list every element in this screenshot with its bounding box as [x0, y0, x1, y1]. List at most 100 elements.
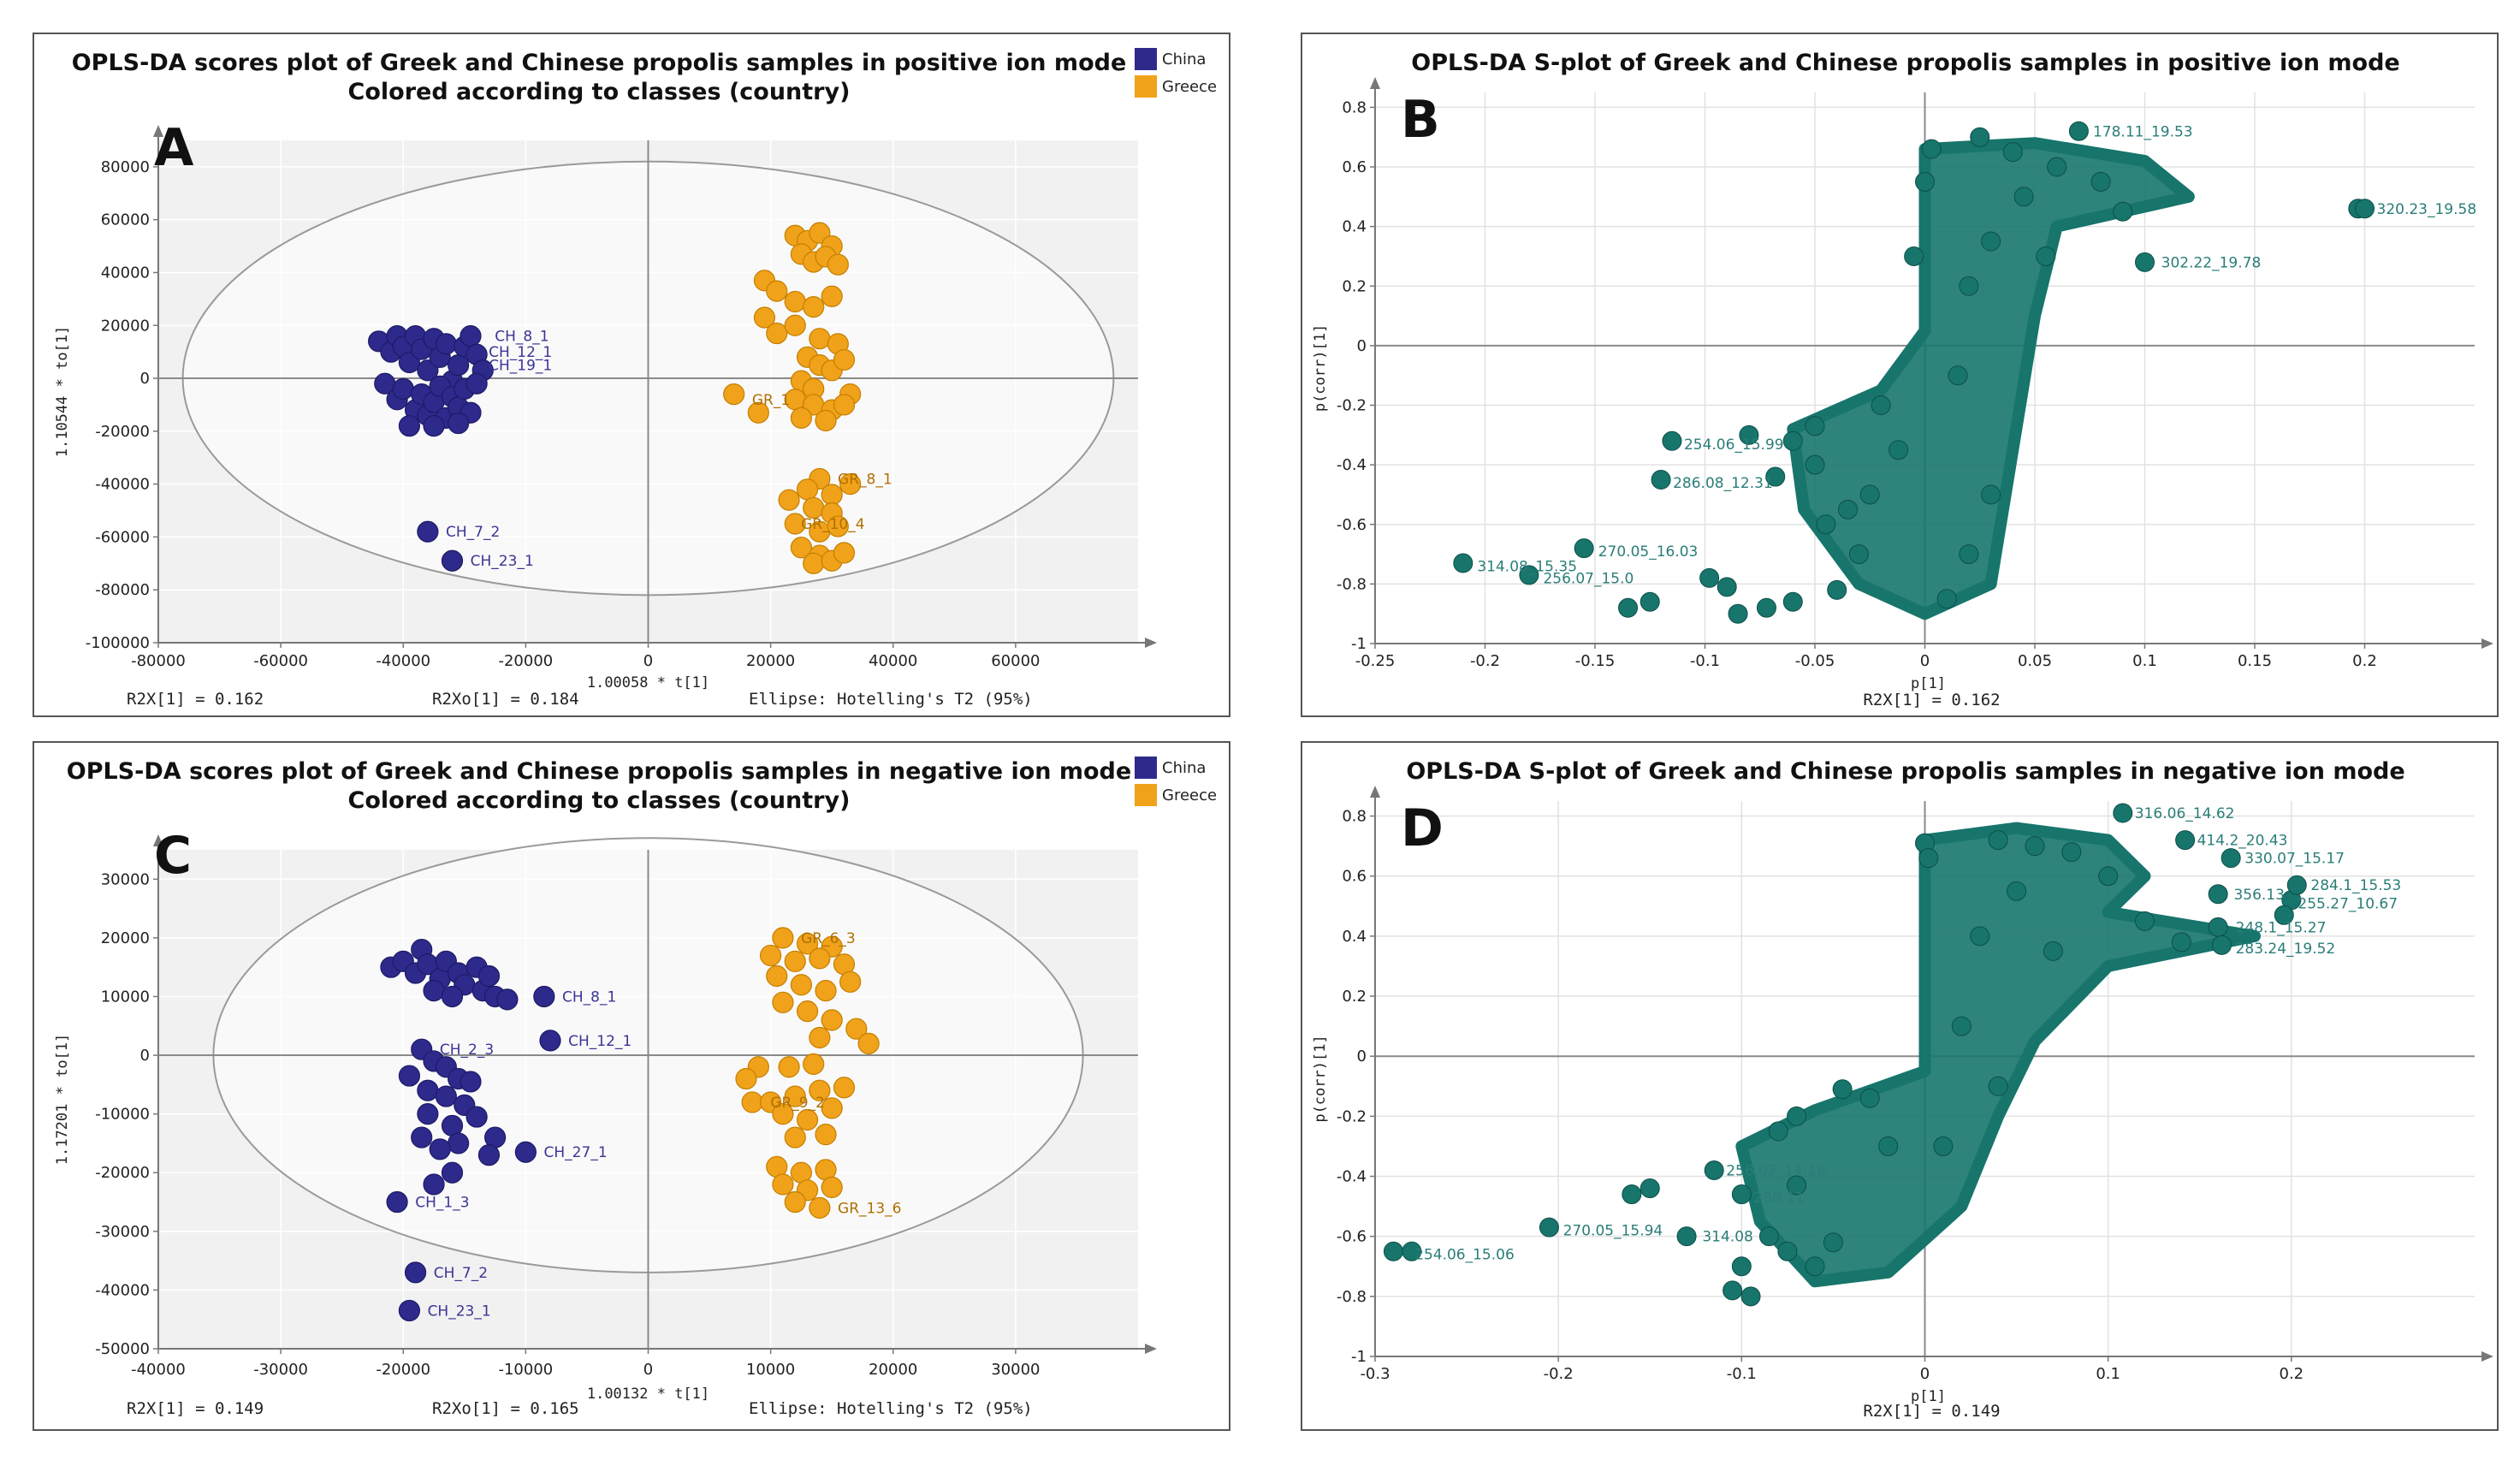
variable-point — [1717, 577, 1737, 597]
y-tick-label: -0.2 — [1337, 397, 1367, 415]
china-sample-point — [514, 1141, 537, 1163]
legend-swatch-greece — [1135, 784, 1157, 806]
plot-area: -0.3 -0.2 -0.1 0 0.1 0.2 -1 -0.8 -0.6 -0.4 -0.2 0 0.… — [1312, 786, 2493, 1421]
y-tick-label: 0.6 — [1342, 868, 1367, 886]
china-sample-point — [423, 980, 445, 1002]
variable-point — [1739, 424, 1759, 445]
x-tick-label: -0.1 — [1690, 652, 1720, 670]
greece-sample-point — [833, 394, 856, 416]
y-axis-label: p(corr)[1] — [1312, 1035, 1329, 1122]
variable-point — [1970, 127, 1990, 147]
y-tick-label: -10000 — [95, 1106, 150, 1124]
point-label: 302.22_19.78 — [2161, 254, 2262, 271]
greece-sample-point — [809, 1079, 831, 1101]
point-label: CH_2_3 — [440, 1042, 494, 1059]
variable-point — [1383, 1241, 1403, 1261]
greece-sample-point — [815, 409, 837, 432]
greece-sample-point — [821, 1009, 843, 1031]
x-tick-label: -0.15 — [1575, 652, 1616, 670]
chart-b-title: OPLS-DA S-plot of Greek and Chinese prop… — [1411, 50, 2399, 76]
variable-point — [1918, 848, 1939, 869]
point-label: 284.1_15.53 — [2310, 877, 2401, 894]
variable-point — [1805, 416, 1825, 436]
point-label: GR_1 — [752, 392, 790, 409]
variable-point — [2061, 842, 2082, 863]
point-label: CH_23_1 — [471, 553, 534, 570]
legend-swatch-china — [1135, 48, 1157, 70]
y-axis-arrow — [1370, 786, 1380, 798]
y-tick-label: 0.2 — [1342, 277, 1367, 295]
china-sample-point — [496, 988, 519, 1011]
variable-point — [2047, 157, 2067, 177]
point-label: CH_8_1 — [562, 988, 616, 1006]
point-label: 414.2_20.43 — [2197, 833, 2288, 850]
x-tick-label: 40000 — [869, 652, 917, 670]
x-axis-arrow — [2481, 638, 2493, 649]
y-tick-label: -50000 — [95, 1340, 150, 1358]
y-tick-label: -30000 — [95, 1223, 150, 1241]
y-axis-arrow — [1370, 77, 1380, 89]
variable-point — [2025, 836, 2045, 857]
greece-sample-point — [796, 933, 819, 955]
point-label: CH_7_2 — [434, 1265, 488, 1282]
greece-sample-point — [809, 1026, 831, 1049]
variable-point — [2208, 917, 2228, 937]
greece-sample-point — [815, 980, 837, 1002]
variable-point — [1651, 470, 1671, 490]
variable-point — [1782, 430, 1803, 451]
x-tick-label: -80000 — [131, 652, 186, 670]
greece-sample-point — [778, 489, 800, 511]
variable-point — [2090, 171, 2111, 192]
greece-sample-point — [766, 964, 788, 988]
x-tick-label: 10000 — [746, 1361, 795, 1379]
variable-point — [1676, 1226, 1697, 1247]
y-tick-label: 0.4 — [1342, 928, 1367, 946]
greece-sample-point — [723, 383, 745, 406]
point-label: CH_19_1 — [489, 358, 552, 375]
variable-point — [1915, 171, 1935, 192]
china-sample-point — [392, 377, 414, 401]
y-tick-label: 10000 — [101, 988, 150, 1006]
greece-sample-point — [845, 1018, 868, 1040]
greece-sample-point — [772, 927, 794, 949]
variable-point — [1936, 589, 1957, 609]
legend-label-greece: Greece — [1162, 786, 1217, 804]
chart-c-title: OPLS-DA scores plot of Greek and Chinese… — [67, 758, 1131, 785]
x-tick-label: 60000 — [991, 652, 1040, 670]
point-label: CH_27_1 — [544, 1144, 608, 1161]
greece-sample-point — [772, 1173, 794, 1196]
chart-d-letter: D — [1401, 798, 1444, 858]
point-label: 270.05_15.94 — [1563, 1223, 1663, 1240]
greece-sample-point — [784, 513, 806, 535]
point-label: 280.11 — [1753, 1190, 1804, 1207]
y-tick-label: 0.8 — [1342, 808, 1367, 826]
x-axis-label: 1.00132 * t[1] — [587, 1386, 709, 1403]
y-tick-label: -60000 — [95, 528, 150, 546]
greece-sample-point — [827, 253, 849, 276]
variable-point — [1889, 440, 1909, 460]
point-label: GR_9_2 — [770, 1095, 825, 1112]
chart-c-subtitle: Colored according to classes (country) — [348, 787, 851, 814]
x-tick-label: 0.1 — [2132, 652, 2157, 670]
greece-sample-point — [833, 542, 856, 564]
china-sample-point — [477, 1144, 501, 1166]
chart-d-title: OPLS-DA S-plot of Greek and Chinese prop… — [1406, 758, 2404, 785]
x-tick-label: 0 — [1920, 652, 1930, 670]
greece-sample-point — [833, 348, 856, 371]
variable-point — [1782, 591, 1803, 612]
variable-point — [1832, 1079, 1853, 1100]
china-sample-point — [417, 1079, 439, 1101]
variable-point — [1618, 597, 1639, 618]
variable-point — [2355, 199, 2375, 219]
x-tick-label: 0.2 — [2352, 652, 2377, 670]
variable-point — [1740, 1286, 1761, 1307]
point-label: 314.08_15.35 — [1477, 558, 1577, 575]
variable-point — [2113, 803, 2133, 823]
y-tick-label: -0.8 — [1337, 575, 1367, 593]
y-tick-label: 30000 — [101, 870, 150, 888]
greece-sample-point — [796, 478, 819, 501]
variable-point — [2135, 252, 2155, 272]
point-label: 330.07_15.17 — [2244, 851, 2345, 868]
variable-point — [1756, 597, 1776, 618]
footer-r2xo: R2Xo[1] = 0.184 — [432, 690, 579, 709]
